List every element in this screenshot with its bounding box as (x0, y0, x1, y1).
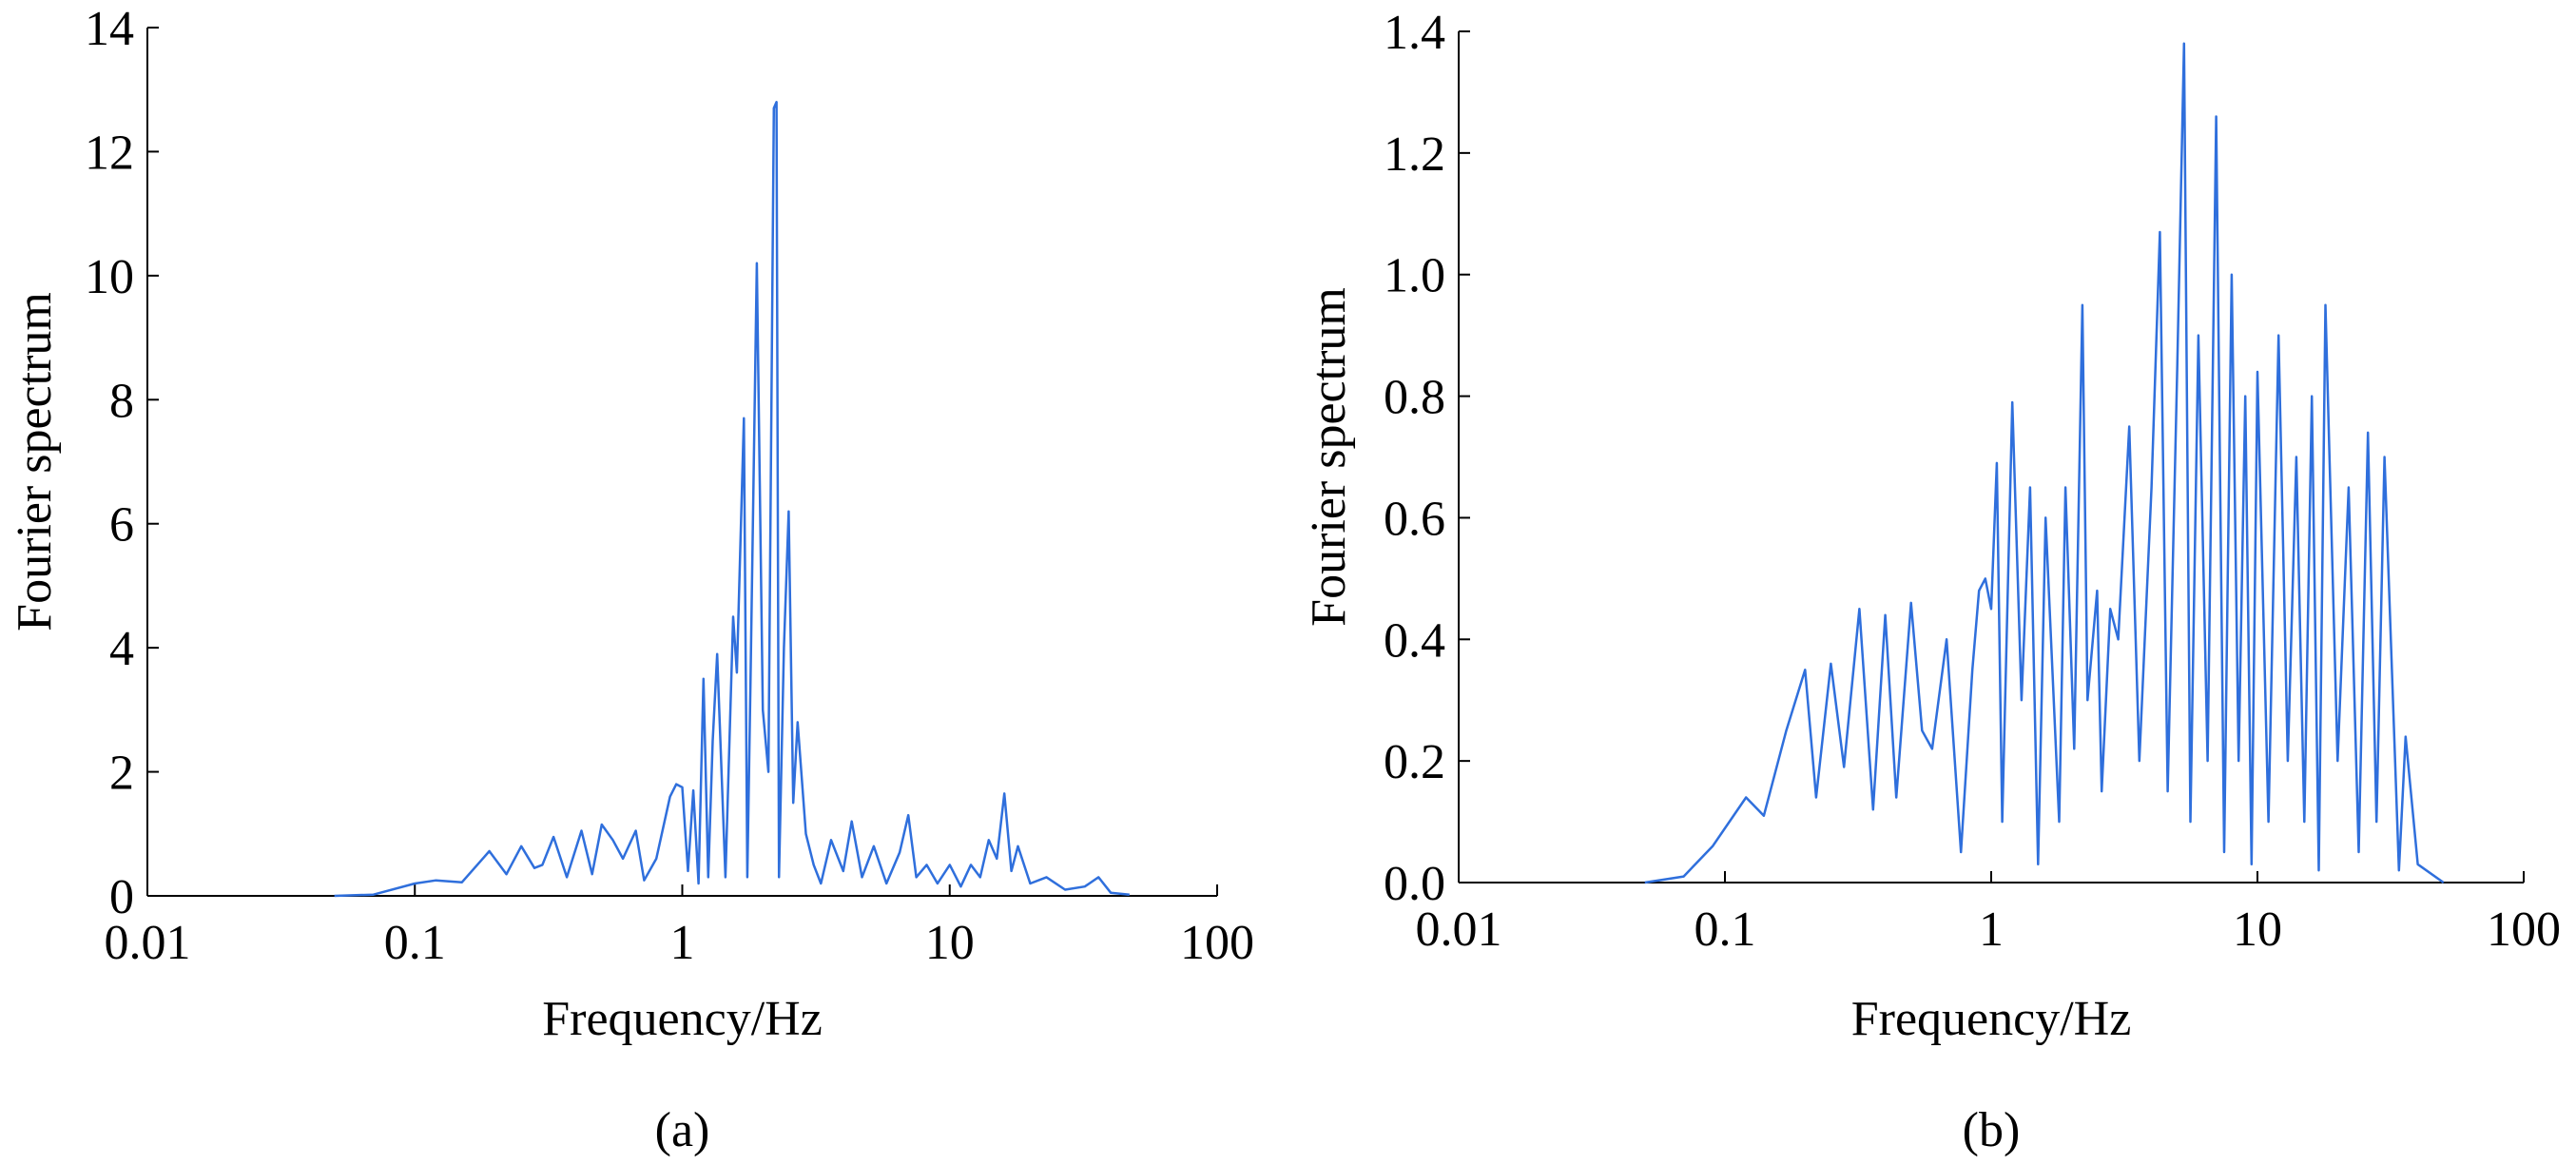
y-tick-label: 0.4 (1384, 613, 1445, 668)
y-tick-label: 8 (109, 374, 134, 428)
x-tick-label: 0.01 (1416, 903, 1502, 957)
y-tick-label: 0.8 (1384, 371, 1445, 425)
spectrum-line (334, 101, 1130, 898)
spectrum-line (1644, 42, 2445, 884)
y-tick-label: 6 (109, 498, 134, 553)
x-tick-label: 10 (925, 916, 975, 970)
y-tick-label: 0.0 (1384, 857, 1445, 911)
y-tick-label: 1.4 (1384, 6, 1445, 60)
y-axis-title: Fourier spectrum (1302, 287, 1356, 627)
x-tick-label: 1 (670, 916, 695, 970)
x-tick-label: 100 (2487, 903, 2561, 957)
y-tick-label: 4 (109, 622, 134, 676)
y-tick-label: 12 (85, 126, 134, 180)
x-tick-label: 100 (1180, 916, 1254, 970)
y-tick-label: 1.0 (1384, 249, 1445, 303)
x-tick-label: 10 (2233, 903, 2282, 957)
y-tick-label: 0 (109, 870, 134, 924)
x-tick-label: 0.1 (1695, 903, 1756, 957)
x-tick-label: 0.1 (384, 916, 446, 970)
y-tick-label: 14 (85, 2, 134, 56)
x-axis-title: Frequency/Hz (1851, 992, 2132, 1046)
y-axis-title: Fourier spectrum (8, 292, 62, 631)
y-tick-label: 10 (85, 250, 134, 304)
x-tick-label: 0.01 (105, 916, 191, 970)
caption: (b) (1963, 1103, 2021, 1157)
x-tick-label: 1 (1979, 903, 2004, 957)
caption: (a) (655, 1103, 710, 1157)
y-tick-label: 0.2 (1384, 735, 1445, 789)
y-tick-label: 2 (109, 747, 134, 801)
y-tick-label: 1.2 (1384, 127, 1445, 182)
y-tick-label: 0.6 (1384, 492, 1445, 546)
x-axis-title: Frequency/Hz (542, 992, 823, 1046)
